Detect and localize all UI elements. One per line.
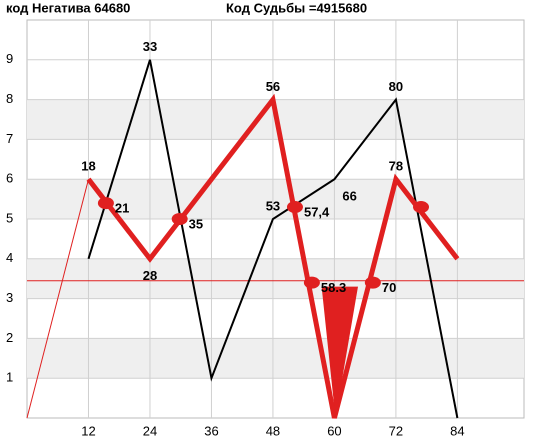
data-label: 78	[389, 159, 403, 174]
data-label: 66	[342, 189, 356, 204]
y-tick-label: 1	[6, 370, 13, 385]
marker	[286, 201, 303, 214]
y-tick-label: 8	[6, 91, 13, 106]
x-tick-label: 84	[450, 423, 464, 438]
data-label: 58.3	[321, 280, 346, 295]
marker	[364, 276, 381, 289]
y-tick-label: 7	[6, 131, 13, 146]
marker	[413, 201, 430, 214]
grid-band	[27, 258, 524, 299]
chart-title: код Негатива 64680	[6, 0, 130, 15]
y-tick-label: 3	[6, 290, 13, 305]
x-tick-label: 60	[327, 423, 341, 438]
marker	[303, 276, 320, 289]
x-tick-label: 72	[389, 423, 403, 438]
y-tick-label: 9	[6, 51, 13, 66]
data-label: 35	[189, 216, 203, 231]
marker	[97, 197, 114, 210]
marker	[171, 213, 188, 225]
data-label: 28	[143, 268, 157, 283]
y-tick-label: 5	[6, 210, 13, 225]
grid-band	[27, 338, 524, 379]
data-label: 53	[266, 198, 280, 213]
data-label: 21	[115, 201, 129, 216]
data-label: 33	[143, 39, 157, 54]
x-tick-label: 12	[81, 423, 95, 438]
x-tick-label: 36	[204, 423, 218, 438]
x-tick-label: 24	[143, 423, 157, 438]
series-line	[86, 93, 460, 419]
y-tick-label: 4	[6, 250, 13, 265]
series-line	[87, 59, 459, 419]
chart-subtitle: Код Судьбы =4915680	[226, 0, 367, 15]
y-tick-label: 2	[6, 330, 13, 345]
triangle	[321, 286, 358, 418]
x-tick-label: 48	[266, 423, 280, 438]
data-label: 56	[266, 79, 280, 94]
data-label: 70	[382, 280, 396, 295]
series-line	[26, 179, 89, 419]
data-label: 80	[389, 79, 403, 94]
y-tick-label: 6	[6, 171, 13, 186]
data-label: 18	[81, 159, 95, 174]
data-label: 57,4	[304, 204, 330, 219]
